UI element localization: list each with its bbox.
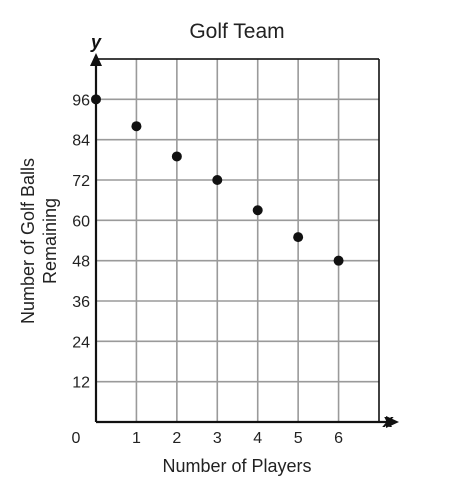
data-point [131,121,142,132]
data-point [252,205,263,216]
x-axis-symbol: x [382,411,394,431]
x-tick-label: 6 [334,430,343,447]
y-tick-label: 24 [72,334,90,351]
y-tick-label: 48 [72,254,90,271]
data-points [91,94,344,266]
x-tick-label: 3 [213,430,222,447]
y-axis-label-line-2: Remaining [40,198,60,284]
data-point [91,94,101,105]
x-tick-label: 2 [172,430,181,447]
y-axis-symbol: y [90,32,102,52]
data-point [212,175,223,185]
x-axis-arrowhead [386,416,399,428]
x-tick-label: 5 [294,430,303,447]
y-tick-label: 84 [72,133,90,150]
y-axis-label: Number of Golf Balls Remaining [18,158,60,324]
data-point [333,255,344,266]
y-axis-arrowhead [90,53,102,66]
y-axis-label-line-1: Number of Golf Balls [18,158,38,324]
data-point [171,151,182,162]
x-tick-label: 1 [132,430,141,447]
origin-label: 0 [72,430,81,447]
y-tick-label: 36 [72,294,90,311]
axes [90,53,399,428]
data-point [293,232,304,243]
y-tick-label: 72 [72,173,90,190]
y-tick-label: 60 [72,213,90,230]
y-tick-label: 96 [72,92,90,109]
x-tick-label: 4 [253,430,262,447]
chart-title: Golf Team [189,20,284,43]
plot-frame [96,58,380,422]
y-tick-label: 12 [72,375,90,392]
grid-layer [96,58,379,422]
x-axis-label: Number of Players [162,456,311,476]
